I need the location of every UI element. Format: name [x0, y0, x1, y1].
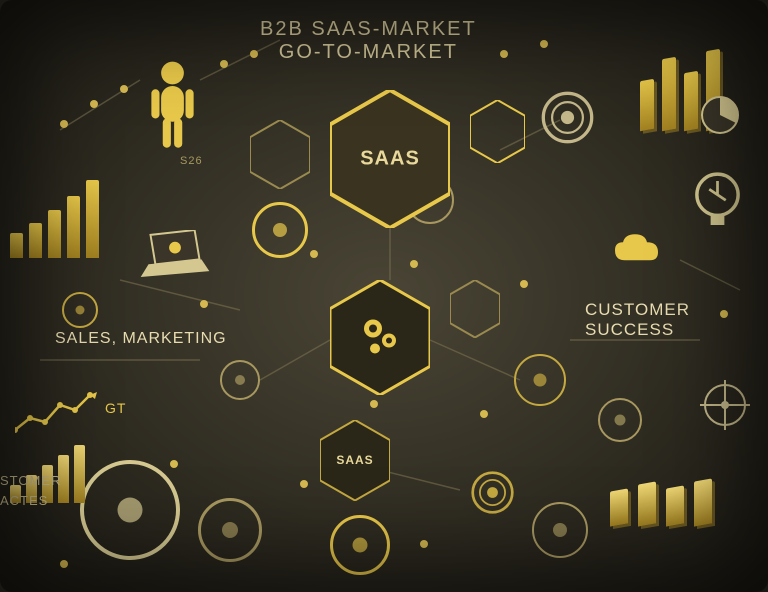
- dot: [220, 60, 228, 68]
- trend-line-icon: [15, 390, 105, 440]
- hexagon-saas-main: SAAS: [330, 90, 450, 228]
- ring-icon: [514, 354, 566, 406]
- dot: [410, 260, 418, 268]
- ring-icon: [62, 292, 98, 328]
- dot: [200, 300, 208, 308]
- lightbulb-icon: [690, 170, 745, 241]
- ring-icon: [198, 498, 262, 562]
- bar-chart-icon: [10, 180, 99, 258]
- hexagon-hex-r2: [450, 280, 500, 338]
- dot: [60, 120, 68, 128]
- target-tr-icon: [540, 90, 595, 150]
- hexagon-saas-small: SAAS: [320, 420, 390, 501]
- ring-icon: [330, 515, 390, 575]
- dot: [60, 560, 68, 568]
- dot: [720, 310, 728, 318]
- dot: [90, 100, 98, 108]
- ring-icon: [252, 202, 308, 258]
- dot: [480, 410, 488, 418]
- dot: [500, 50, 508, 58]
- label-s26: S26: [180, 155, 203, 167]
- dot: [300, 480, 308, 488]
- gears-icon: [355, 310, 405, 365]
- dot: [310, 250, 318, 258]
- dot: [520, 280, 528, 288]
- hex-label: SAAS: [336, 453, 373, 467]
- ring-icon: [598, 398, 642, 442]
- main-title: B2B SAAS-MARKET GO-TO-MARKET: [260, 18, 477, 64]
- hexagon-hex-r1: [470, 100, 525, 163]
- label-gt: GT: [105, 400, 126, 416]
- dot: [420, 540, 428, 548]
- label-actes: ACTES: [0, 493, 48, 508]
- label-stomer: STOMER: [0, 473, 61, 488]
- label-sales-marketing: SALES, MARKETING: [55, 330, 227, 348]
- person-icon: [140, 60, 205, 156]
- dot: [120, 85, 128, 93]
- dot: [540, 40, 548, 48]
- dot: [170, 460, 178, 468]
- title-line2: GO-TO-MARKET: [260, 41, 477, 64]
- hex-label: SAAS: [360, 148, 420, 171]
- dot: [250, 50, 258, 58]
- ring-icon: [532, 502, 588, 558]
- dot: [370, 400, 378, 408]
- laptop-icon: [140, 230, 210, 284]
- bar-chart-icon: [610, 480, 712, 525]
- ring-icon: [220, 360, 260, 400]
- hexagon-gears: [330, 280, 430, 395]
- cloud-icon: [610, 230, 665, 274]
- target-br-icon: [700, 380, 750, 435]
- compass-icon: [470, 470, 515, 520]
- label-customer-success: CUSTOMERSUCCESS: [585, 300, 690, 340]
- pie-tr-icon: [700, 95, 740, 140]
- hexagon-hex-tl: [250, 120, 310, 189]
- title-line1: B2B SAAS-MARKET: [260, 18, 477, 41]
- ring-icon: [80, 460, 180, 560]
